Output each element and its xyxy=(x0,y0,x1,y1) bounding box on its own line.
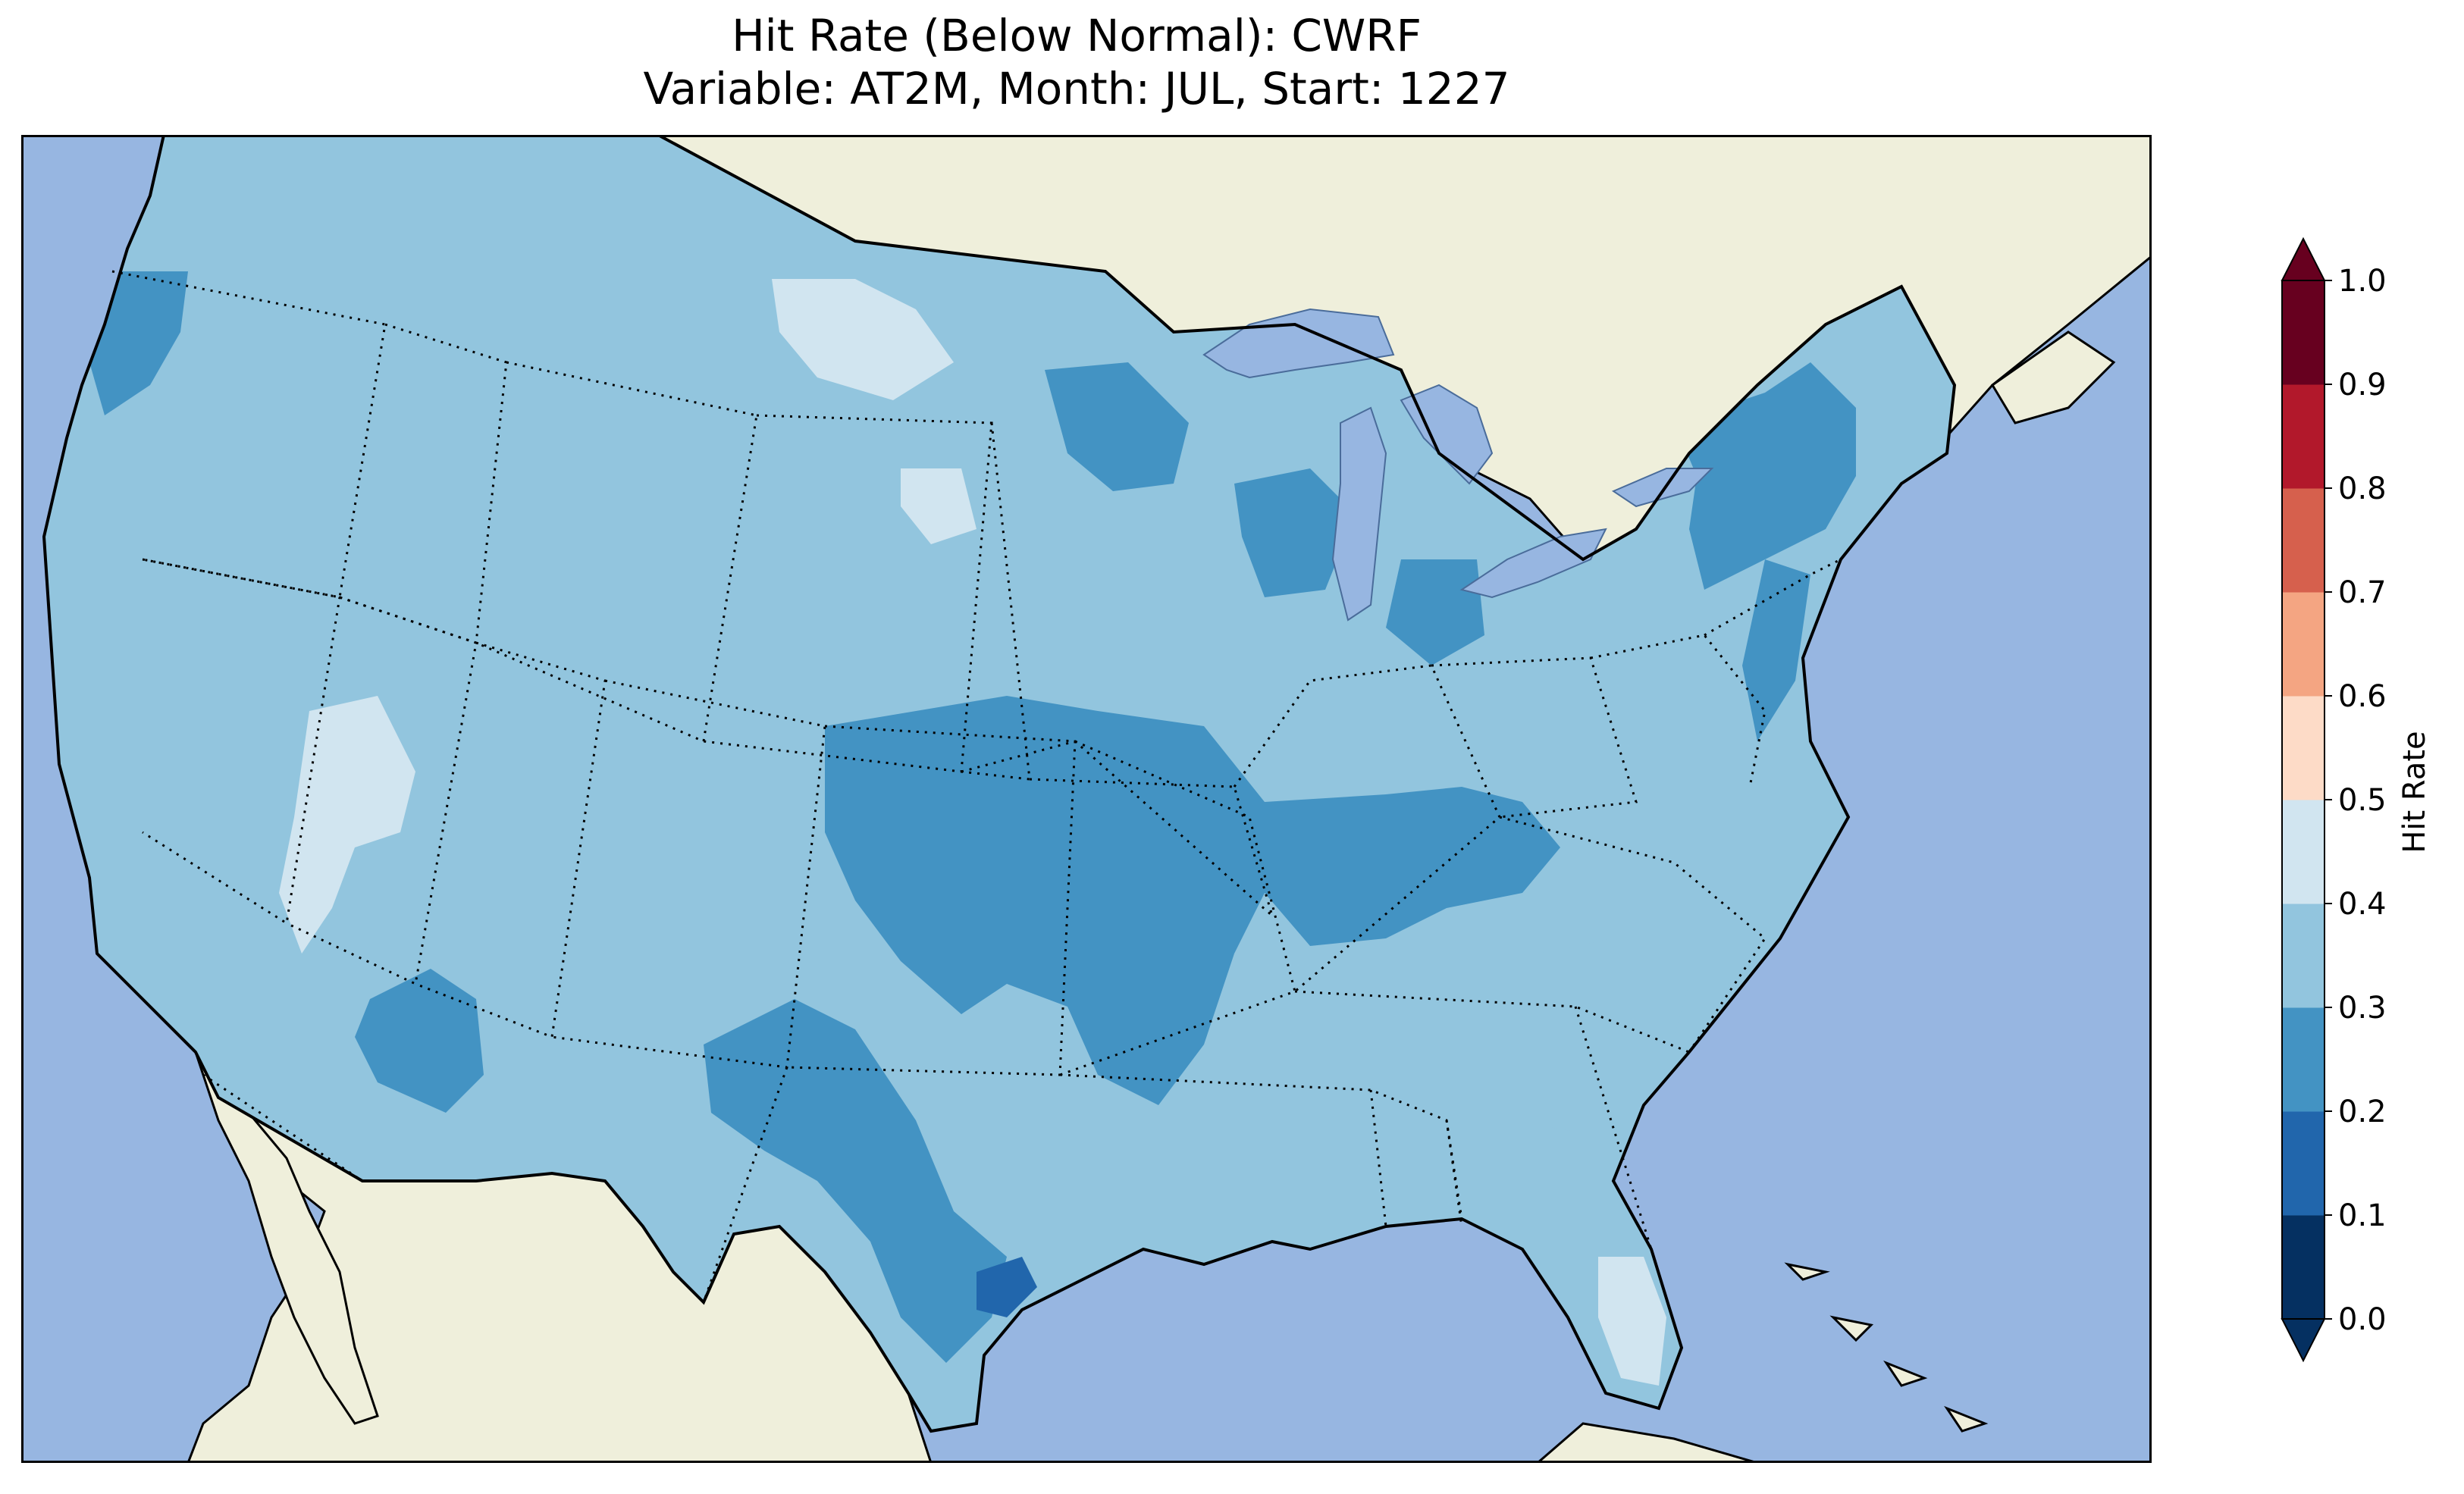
heatmap-region-texas-gulf-coast-houston xyxy=(977,1257,1037,1317)
colorbar-tick-label: 0.0 xyxy=(2338,1302,2387,1337)
lake-ontario xyxy=(1611,468,1714,508)
colorbar-extend-over xyxy=(2281,236,2326,281)
colorbar-tick-label: 0.3 xyxy=(2338,991,2387,1026)
nova-scotia-landmass xyxy=(1990,330,2116,424)
colorbar-tick-label: 0.1 xyxy=(2338,1198,2387,1233)
lake-erie xyxy=(1459,528,1607,599)
colorbar-tick-label: 0.7 xyxy=(2338,575,2387,610)
colorbar-band xyxy=(2282,592,2324,697)
colorbar-tick-label: 0.8 xyxy=(2338,471,2387,506)
map-title-line1: Hit Rate (Below Normal): CWRF xyxy=(732,10,1422,61)
colorbar-tick-label: 0.2 xyxy=(2338,1095,2387,1129)
lake-michigan xyxy=(1331,406,1387,622)
map-plot xyxy=(21,135,2152,1463)
heatmap-region-great-basin-nevada-utah xyxy=(279,696,415,954)
colorbar-bands xyxy=(2281,236,2326,1363)
colorbar-extend-under xyxy=(2281,1318,2326,1363)
state-borders xyxy=(111,270,1842,1303)
heatmap-region-pacific-northwest-coast xyxy=(89,271,188,415)
colorbar-band xyxy=(2282,1215,2324,1320)
cuba-landmass xyxy=(1535,1422,1758,1463)
colorbar-label: Hit Rate xyxy=(2397,731,2432,853)
heatmap-region-northern-plains-nd-sd xyxy=(772,279,977,544)
colorbar-tick-label: 0.4 xyxy=(2338,887,2387,922)
colorbar-band xyxy=(2282,1111,2324,1216)
heatmap-region-arizona xyxy=(355,969,484,1113)
baja-california-landmass xyxy=(194,1051,379,1425)
map-frame xyxy=(21,135,2152,1463)
map-title-line2: Variable: AT2M, Month: JUL, Start: 1227 xyxy=(643,63,1510,114)
heatmap-region-south-florida xyxy=(1598,1257,1666,1386)
colorbar-band xyxy=(2282,280,2324,385)
colorbar-band xyxy=(2282,800,2324,904)
heatmap-region-upper-midwest-great-lakes xyxy=(1045,362,1484,666)
heatmap-region-central-east-texas xyxy=(704,999,1007,1363)
lake-huron xyxy=(1400,384,1494,485)
bahamas-islands xyxy=(1784,1262,1989,1433)
hit-rate-field xyxy=(89,271,1856,1386)
colorbar-tick-label: 1.0 xyxy=(2338,264,2387,299)
colorbar-band xyxy=(2282,696,2324,800)
heatmap-region-kentucky-tennessee xyxy=(1265,787,1560,946)
colorbar-band xyxy=(2282,1007,2324,1112)
colorbar-ticks: 0.0 0.1 0.2 0.3 0.4 0.5 0.6 0.7 0.8 0.9 1.0 xyxy=(2324,264,2387,1337)
heatmap-region-new-england-hudson-valley xyxy=(1674,362,1856,741)
heatmap-region-southeast xyxy=(1462,938,1689,1135)
colorbar-band xyxy=(2282,904,2324,1008)
colorbar-tick-label: 0.9 xyxy=(2338,368,2387,402)
heatmap-region-kansas-oklahoma-missouri-arkansas xyxy=(825,696,1265,1105)
colorbar-band xyxy=(2282,488,2324,593)
colorbar: 0.0 0.1 0.2 0.3 0.4 0.5 0.6 0.7 0.8 0.9 1.0 Hit Ra… xyxy=(2281,236,2432,1363)
colorbar-tick-label: 0.5 xyxy=(2338,783,2387,818)
colorbar-band xyxy=(2282,384,2324,489)
colorbar-tick-label: 0.6 xyxy=(2338,679,2387,714)
